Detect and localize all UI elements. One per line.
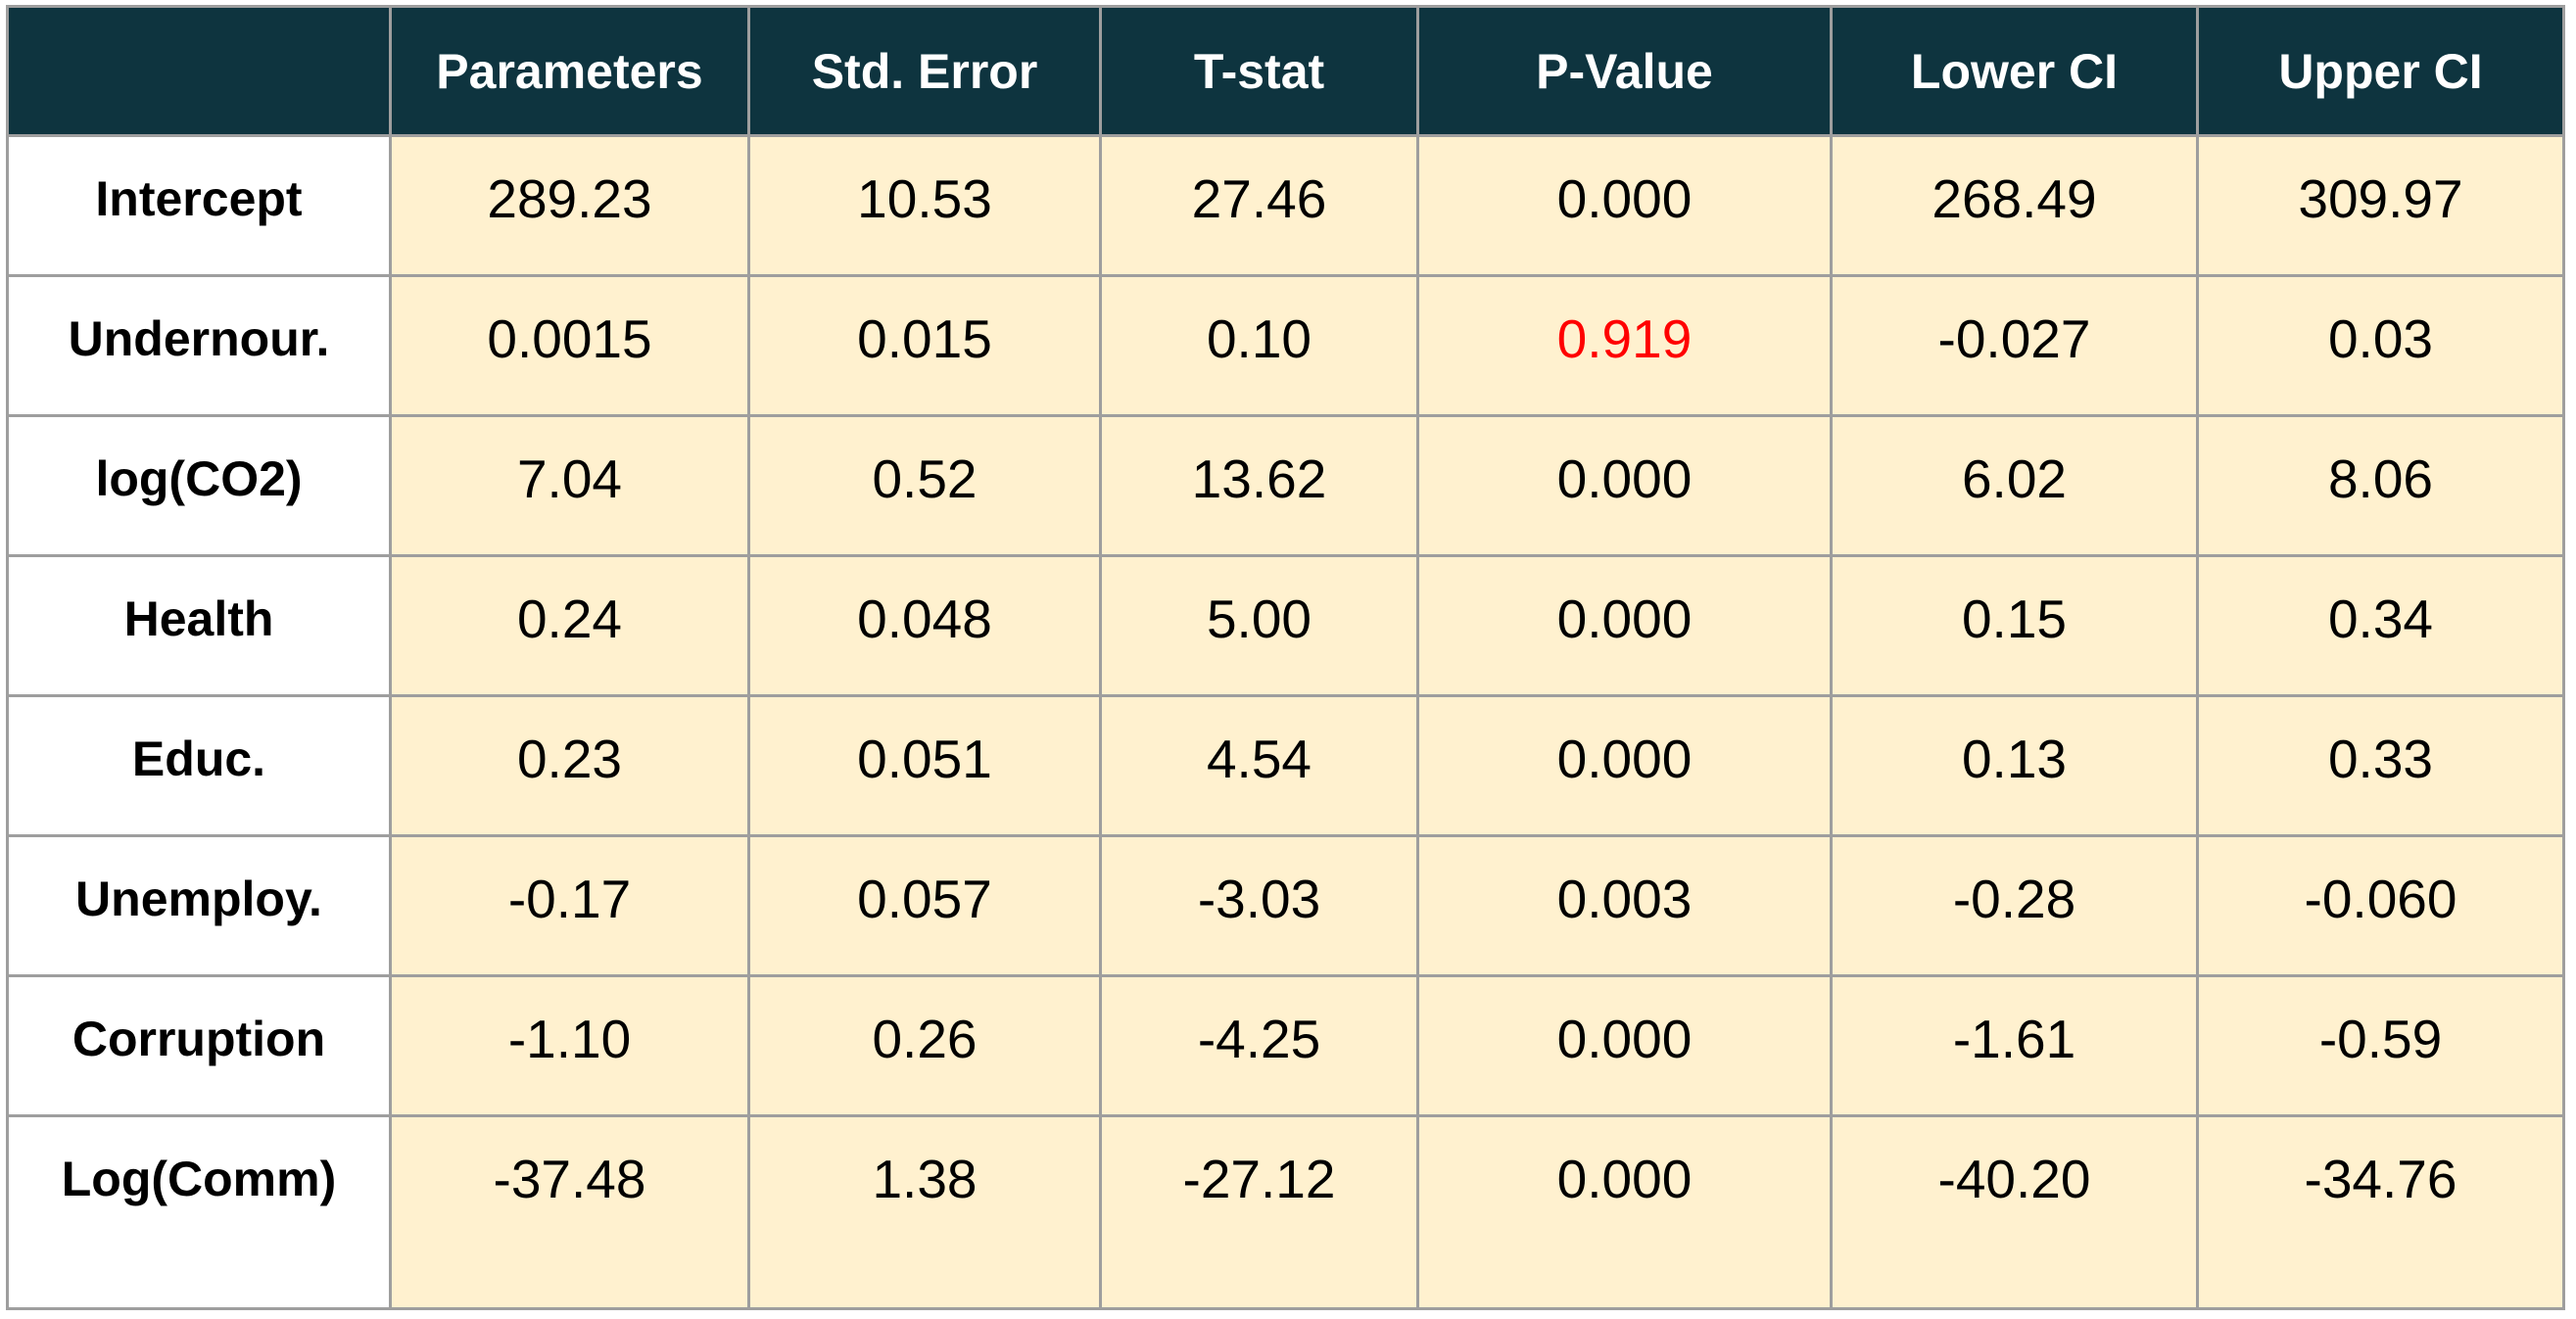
cell-std-error: 0.051: [747, 694, 1102, 837]
cell-p-value: 0.000: [1416, 1114, 1833, 1310]
cell-p-value: 0.000: [1416, 414, 1833, 557]
row-label-intercept: Intercept: [6, 134, 392, 277]
cell-std-error: 0.26: [747, 974, 1102, 1117]
cell-p-value: 0.000: [1416, 554, 1833, 697]
cell-lower-ci: -40.20: [1830, 1114, 2199, 1310]
table-row-intercept: Intercept 289.23 10.53 27.46 0.000 268.4…: [6, 134, 2565, 277]
regression-results-table: Parameters Std. Error T-stat P-Value Low…: [6, 5, 2565, 1310]
cell-upper-ci: 8.06: [2196, 414, 2565, 557]
cell-parameters: 0.24: [389, 554, 750, 697]
row-label-log-co2: log(CO2): [6, 414, 392, 557]
row-label-educ: Educ.: [6, 694, 392, 837]
cell-lower-ci: 0.15: [1830, 554, 2199, 697]
cell-t-stat: 5.00: [1099, 554, 1419, 697]
row-label-corruption: Corruption: [6, 974, 392, 1117]
row-label-health: Health: [6, 554, 392, 697]
cell-t-stat: -3.03: [1099, 834, 1419, 977]
cell-parameters: 7.04: [389, 414, 750, 557]
row-label-undernour: Undernour.: [6, 274, 392, 417]
cell-lower-ci: 0.13: [1830, 694, 2199, 837]
cell-p-value: 0.003: [1416, 834, 1833, 977]
table-row-undernour: Undernour. 0.0015 0.015 0.10 0.919 -0.02…: [6, 274, 2565, 417]
cell-std-error: 10.53: [747, 134, 1102, 277]
cell-lower-ci: -0.027: [1830, 274, 2199, 417]
cell-p-value: 0.000: [1416, 694, 1833, 837]
cell-lower-ci: 268.49: [1830, 134, 2199, 277]
cell-t-stat: 4.54: [1099, 694, 1419, 837]
row-label-log-comm: Log(Comm): [6, 1114, 392, 1310]
regression-table-container: Parameters Std. Error T-stat P-Value Low…: [6, 5, 2565, 1310]
table-row-corruption: Corruption -1.10 0.26 -4.25 0.000 -1.61 …: [6, 974, 2565, 1117]
table-row-log-comm: Log(Comm) -37.48 1.38 -27.12 0.000 -40.2…: [6, 1114, 2565, 1310]
cell-upper-ci: 0.34: [2196, 554, 2565, 697]
table-row-unemploy: Unemploy. -0.17 0.057 -3.03 0.003 -0.28 …: [6, 834, 2565, 977]
cell-lower-ci: -1.61: [1830, 974, 2199, 1117]
header-upper-ci: Upper CI: [2196, 5, 2565, 137]
table-row-log-co2: log(CO2) 7.04 0.52 13.62 0.000 6.02 8.06: [6, 414, 2565, 557]
cell-upper-ci: -34.76: [2196, 1114, 2565, 1310]
row-label-unemploy: Unemploy.: [6, 834, 392, 977]
table-row-health: Health 0.24 0.048 5.00 0.000 0.15 0.34: [6, 554, 2565, 697]
cell-upper-ci: 0.03: [2196, 274, 2565, 417]
cell-std-error: 0.015: [747, 274, 1102, 417]
cell-t-stat: -4.25: [1099, 974, 1419, 1117]
header-row: Parameters Std. Error T-stat P-Value Low…: [6, 5, 2565, 137]
cell-t-stat: -27.12: [1099, 1114, 1419, 1310]
cell-upper-ci: -0.060: [2196, 834, 2565, 977]
cell-t-stat: 27.46: [1099, 134, 1419, 277]
cell-parameters: -37.48: [389, 1114, 750, 1310]
cell-upper-ci: 309.97: [2196, 134, 2565, 277]
cell-std-error: 1.38: [747, 1114, 1102, 1310]
cell-parameters: 0.23: [389, 694, 750, 837]
cell-std-error: 0.057: [747, 834, 1102, 977]
header-lower-ci: Lower CI: [1830, 5, 2199, 137]
header-p-value: P-Value: [1416, 5, 1833, 137]
cell-p-value: 0.000: [1416, 974, 1833, 1117]
cell-std-error: 0.52: [747, 414, 1102, 557]
cell-upper-ci: -0.59: [2196, 974, 2565, 1117]
header-corner-cell: [6, 5, 392, 137]
cell-p-value: 0.000: [1416, 134, 1833, 277]
header-parameters: Parameters: [389, 5, 750, 137]
cell-lower-ci: 6.02: [1830, 414, 2199, 557]
cell-t-stat: 13.62: [1099, 414, 1419, 557]
cell-std-error: 0.048: [747, 554, 1102, 697]
cell-t-stat: 0.10: [1099, 274, 1419, 417]
cell-upper-ci: 0.33: [2196, 694, 2565, 837]
table-row-educ: Educ. 0.23 0.051 4.54 0.000 0.13 0.33: [6, 694, 2565, 837]
cell-parameters: -0.17: [389, 834, 750, 977]
cell-lower-ci: -0.28: [1830, 834, 2199, 977]
header-t-stat: T-stat: [1099, 5, 1419, 137]
header-std-error: Std. Error: [747, 5, 1102, 137]
cell-parameters: -1.10: [389, 974, 750, 1117]
cell-parameters: 289.23: [389, 134, 750, 277]
cell-p-value-highlighted: 0.919: [1416, 274, 1833, 417]
cell-parameters: 0.0015: [389, 274, 750, 417]
